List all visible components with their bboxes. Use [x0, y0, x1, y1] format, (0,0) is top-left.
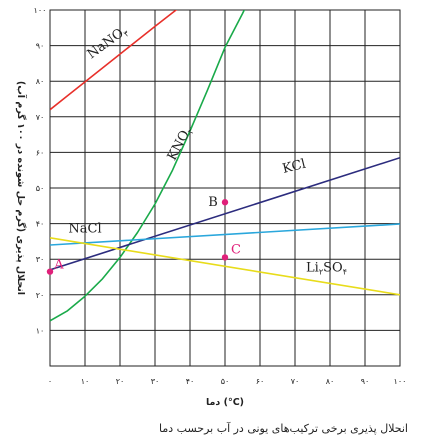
x-tick-label: ۹۰	[361, 377, 370, 386]
point-c	[221, 254, 229, 261]
y-tick-label: ۱۰	[36, 326, 45, 335]
x-tick-label: ۰	[48, 377, 52, 386]
series-line-nacl	[50, 223, 400, 246]
series-label-li2so4: Li۲SO۴	[306, 261, 347, 277]
series-line-nano3	[50, 10, 178, 111]
x-tick-label: ۶۰	[256, 377, 265, 386]
y-tick-label: ۵۰	[36, 184, 45, 193]
point-b	[221, 199, 229, 206]
y-axis-title: انحلال پذیری (گرم حل شونده در ۱۰۰ گرم آب…	[15, 81, 28, 295]
x-tick-label: ۸۰	[326, 377, 335, 386]
grid	[50, 10, 400, 366]
figure-caption: انحلال پذیری برخی ترکیب‌های یونی در آب ب…	[159, 422, 408, 435]
x-tick-label: ۷۰	[291, 377, 300, 386]
highlight-points: A B C	[46, 195, 241, 275]
series-line-li2so4	[50, 237, 400, 296]
x-tick-label: ۲۰	[116, 377, 125, 386]
x-tick-label: ۴۰	[186, 377, 195, 386]
y-tick-label: ۲۰	[36, 291, 45, 300]
y-tick-label: ۷۰	[36, 113, 45, 122]
y-tick-label: ۸۰	[36, 77, 45, 86]
x-tick-label: ۱۰	[81, 377, 90, 386]
point-label-a: A	[53, 258, 64, 273]
y-tick-labels: ۱۰ ۲۰ ۳۰ ۴۰ ۵۰ ۶۰ ۷۰ ۸۰ ۹۰ ۱۰۰	[34, 6, 47, 335]
series-label-nacl: NaCl	[68, 222, 101, 237]
point-label-c: C	[231, 242, 241, 257]
x-tick-label: ۵۰	[221, 377, 230, 386]
series-label-kcl: KCl	[281, 157, 307, 177]
y-tick-label: ۱۰۰	[34, 6, 47, 15]
y-tick-label: ۶۰	[36, 148, 45, 157]
x-tick-label: ۳۰	[151, 377, 160, 386]
point-a	[46, 268, 54, 275]
x-tick-label: ۱۰۰	[394, 377, 407, 386]
series-line-kno3	[50, 10, 246, 322]
series-line-kcl	[50, 156, 400, 271]
y-tick-label: ۹۰	[36, 42, 45, 51]
x-axis-title: دما (°C)	[206, 397, 244, 408]
series-group	[50, 10, 400, 322]
x-tick-labels: ۰ ۱۰ ۲۰ ۳۰ ۴۰ ۵۰ ۶۰ ۷۰ ۸۰ ۹۰ ۱۰۰	[48, 377, 407, 386]
point-label-b: B	[208, 195, 218, 210]
y-tick-label: ۴۰	[36, 220, 45, 229]
y-tick-label: ۳۰	[36, 255, 45, 264]
